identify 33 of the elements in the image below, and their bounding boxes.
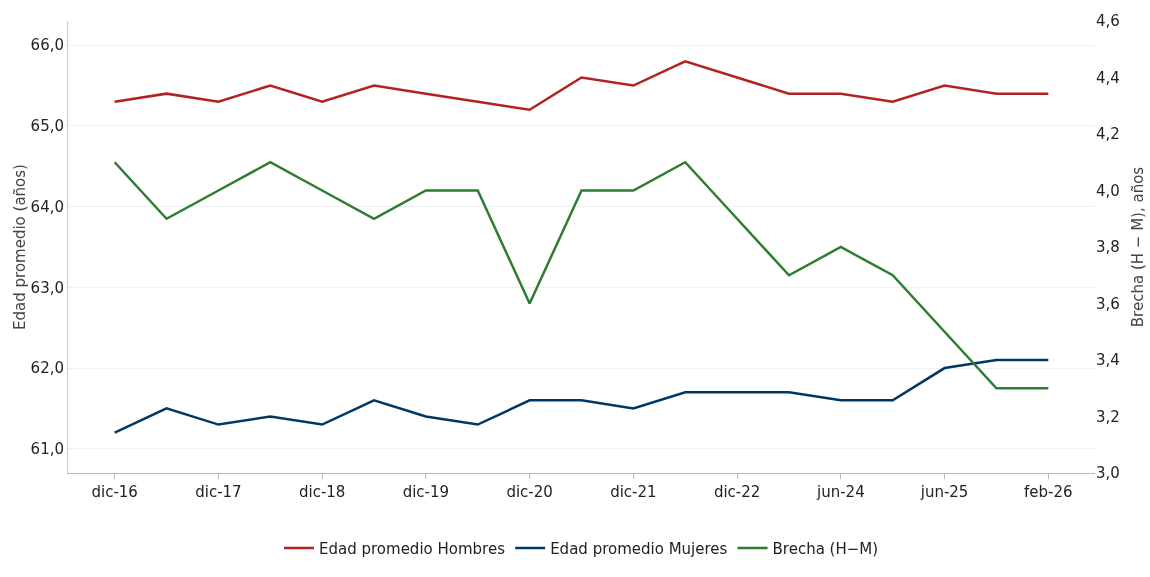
x-tick-label: jun-24 [816,483,865,501]
y2-tick-label: 4,6 [1096,12,1120,31]
legend-label: Edad promedio Mujeres [550,539,728,558]
x-tick-label: dic-19 [402,483,450,501]
x-tick-label: feb-26 [1024,483,1073,501]
line-series [113,60,1050,112]
x-tick-label: dic-17 [195,483,242,501]
y-tick-label: 63,0 [30,278,64,297]
y2-tick-label: 4,2 [1096,125,1120,144]
y2-tick-label: 3,0 [1096,464,1120,483]
y-axis-title: Edad promedio (años) [10,164,29,330]
y2-tick-label: 4,4 [1096,68,1120,87]
y-tick-label: 61,0 [30,440,64,459]
x-tick-label: dic-18 [298,483,346,501]
legend-label: Brecha (H−M) [772,539,879,558]
legend-label: Edad promedio Hombres [319,539,506,558]
y2-axis-title: Brecha (H − M), años [1128,166,1147,328]
y2-tick-label: 3,4 [1096,351,1120,370]
line-series [113,358,1050,434]
y2-tick-label: 3,6 [1096,294,1120,313]
x-tick-label: dic-16 [91,483,138,501]
y-tick-label: 64,0 [30,197,64,216]
x-tick-label: dic-22 [713,483,761,501]
x-tick-label: dic-20 [506,483,553,501]
x-tick-label: dic-21 [610,483,657,501]
y2-tick-label: 3,8 [1096,238,1120,257]
y-tick-label: 65,0 [30,117,64,136]
y-tick-label: 66,0 [30,36,64,55]
y2-tick-label: 4,0 [1096,181,1120,200]
x-tick-label: jun-25 [919,483,969,501]
line-series [113,161,1050,390]
y2-tick-label: 3,2 [1096,407,1120,426]
y-tick-label: 62,0 [30,359,64,378]
